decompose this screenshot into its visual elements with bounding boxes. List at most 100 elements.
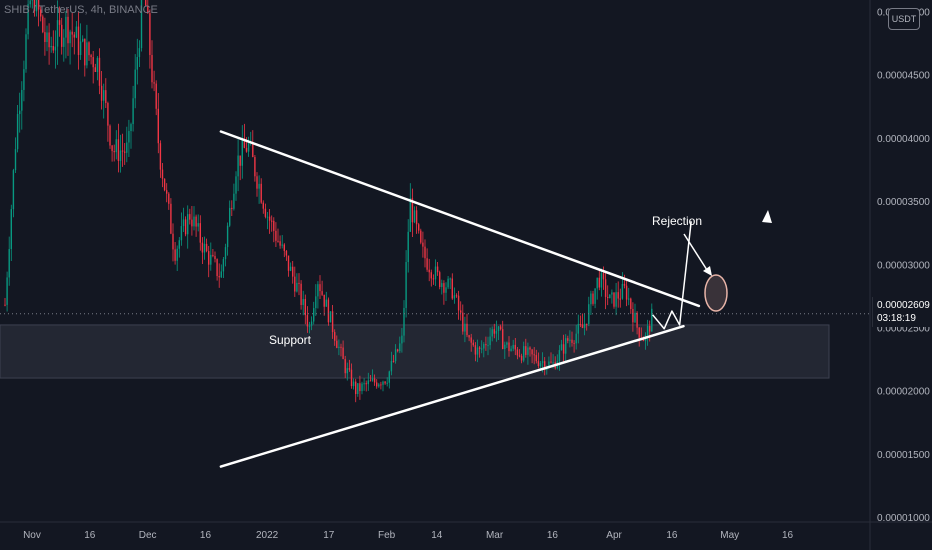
candle-body — [604, 279, 607, 297]
candle-body — [451, 278, 453, 299]
candle-body — [516, 349, 519, 356]
candle-body — [25, 34, 27, 70]
candle-body — [514, 344, 516, 350]
time-tick-label: May — [720, 530, 739, 541]
candle-body — [336, 340, 338, 348]
time-tick-label: Mar — [486, 530, 504, 541]
candle-body — [447, 278, 449, 288]
price-tick-label: 0.00003500 — [877, 197, 930, 208]
candle-body — [44, 32, 46, 43]
candle-body — [537, 361, 540, 366]
candle-body — [6, 277, 8, 305]
candle-body — [279, 241, 281, 246]
candle-body — [233, 193, 235, 209]
candle-body — [199, 223, 201, 243]
candle-body — [19, 110, 21, 115]
candle-body — [73, 34, 75, 38]
candle-body — [325, 299, 327, 307]
candle-body — [140, 0, 143, 49]
candle-body — [499, 326, 502, 330]
candle-body — [504, 344, 506, 349]
candle-body — [128, 131, 130, 143]
candle-body — [218, 276, 220, 278]
candle-body — [153, 82, 155, 84]
candle-body — [430, 272, 432, 279]
candle-body — [10, 209, 12, 250]
candles — [4, 0, 653, 403]
candle-body — [289, 266, 292, 271]
candle-body — [415, 210, 418, 225]
candle-body — [205, 243, 208, 252]
time-tick-label: 16 — [84, 530, 96, 541]
candle-body — [12, 170, 15, 210]
candle-body — [105, 90, 107, 103]
candle-body — [180, 226, 183, 241]
candle-body — [424, 246, 426, 259]
candle-body — [306, 315, 309, 327]
candle-body — [443, 283, 445, 293]
candle-body — [308, 325, 311, 327]
candle-body — [65, 16, 67, 38]
candle-body — [29, 0, 31, 5]
candle-body — [315, 296, 317, 309]
candle-body — [56, 20, 59, 47]
price-tick-label: 0.00001000 — [877, 513, 930, 524]
currency-badge[interactable]: USDT — [888, 8, 920, 30]
candle-body — [243, 139, 246, 148]
candle-body — [533, 354, 535, 356]
candle-body — [569, 339, 571, 341]
candle-body — [518, 355, 521, 357]
candle-body — [539, 362, 542, 366]
price-tick-label: 0.00001500 — [877, 450, 930, 461]
candle-body — [548, 361, 550, 368]
candle-body — [252, 142, 254, 158]
time-tick-label: 16 — [782, 530, 794, 541]
candle-body — [478, 347, 481, 349]
candle-body — [340, 346, 342, 348]
candle-body — [527, 347, 529, 355]
time-tick-label: Dec — [139, 530, 157, 541]
candle-body — [321, 291, 323, 295]
candle-body — [119, 150, 122, 161]
candle-body — [302, 299, 304, 305]
candle-body — [147, 5, 149, 14]
candle-body — [285, 250, 288, 256]
candle-body — [189, 214, 191, 220]
candle-body — [371, 378, 374, 381]
candle-body — [21, 89, 23, 111]
candle-body — [397, 349, 399, 352]
candle-body — [529, 347, 531, 350]
candle-body — [460, 310, 462, 313]
candle-body — [197, 223, 199, 227]
time-axis[interactable]: Nov 16 Dec 16 2022 17 Feb 14 Mar 16 Apr 16 May 16 — [23, 530, 793, 541]
candle-body — [573, 342, 575, 344]
candle-body — [94, 67, 96, 73]
candle-body — [71, 31, 73, 35]
candle-body — [594, 288, 596, 304]
trendline-upper[interactable] — [219, 130, 701, 308]
candle-body — [216, 259, 218, 277]
candle-body — [365, 383, 367, 385]
candle-body — [130, 124, 132, 132]
candle-body — [149, 13, 151, 56]
candle-body — [241, 139, 243, 166]
support-zone — [0, 324, 830, 379]
candle-body — [54, 46, 57, 51]
rejection-arrow-head — [703, 266, 712, 276]
candle-body — [256, 176, 258, 189]
time-tick-label: 2022 — [256, 530, 279, 541]
trendline-lower[interactable] — [219, 324, 685, 468]
candle-body — [111, 145, 113, 152]
candle-body — [86, 42, 88, 66]
candle-body — [174, 249, 176, 261]
candle-body — [237, 155, 239, 177]
candle-body — [508, 342, 510, 352]
candle-body — [210, 254, 212, 265]
candle-body — [649, 325, 651, 332]
candle-body — [487, 345, 489, 347]
bar-countdown: 03:18:19 — [877, 313, 916, 324]
candle-body — [449, 278, 451, 280]
candle-body — [579, 323, 582, 325]
